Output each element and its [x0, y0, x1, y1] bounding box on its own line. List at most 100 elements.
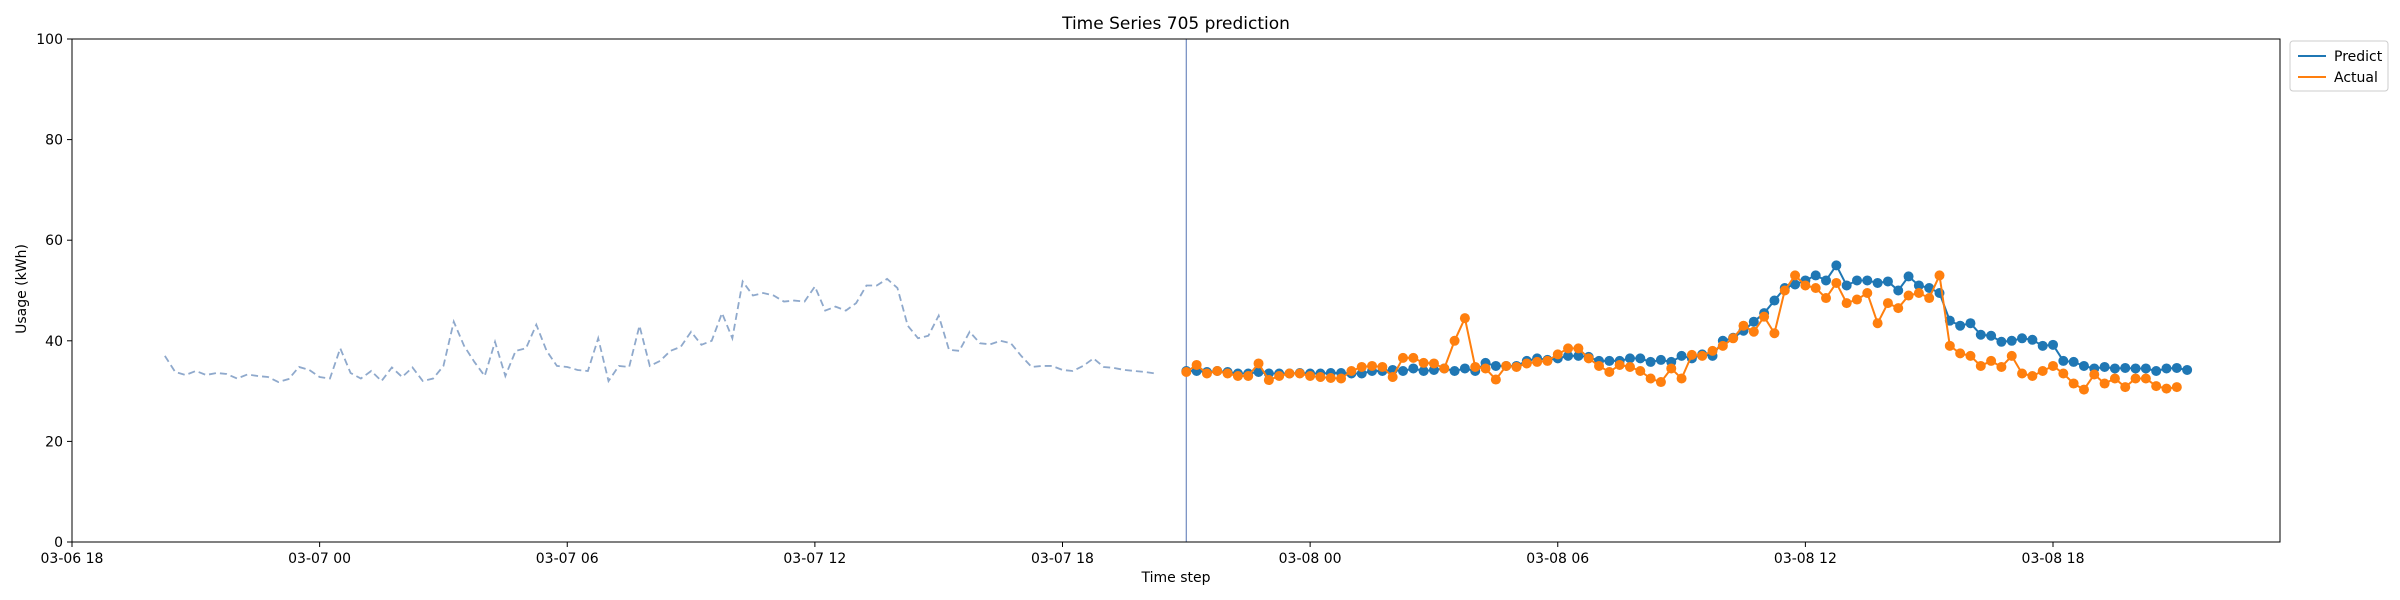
- actual-series: [1181, 270, 2182, 395]
- actual-point: [2058, 368, 2069, 379]
- plot-frame: [71, 38, 2281, 543]
- actual-point: [1748, 326, 1759, 337]
- actual-point: [1955, 348, 1966, 359]
- predict-point: [1893, 285, 1904, 296]
- predict-point: [2140, 363, 2151, 374]
- predict-point: [2151, 365, 2162, 376]
- actual-point: [1831, 277, 1842, 288]
- x-tick-label: 03-07 18: [1031, 551, 1094, 567]
- actual-point: [1790, 270, 1801, 281]
- legend-box: [2289, 40, 2389, 92]
- predict-line: [1186, 263, 2188, 375]
- actual-point: [1800, 280, 1811, 291]
- actual-point: [1367, 360, 1378, 371]
- predict-point: [2048, 339, 2059, 350]
- predict-point: [1459, 363, 1470, 374]
- actual-point: [1397, 352, 1408, 363]
- actual-point: [1191, 359, 1202, 370]
- actual-point: [1542, 355, 1553, 366]
- predict-point: [2171, 362, 2182, 373]
- y-axis-label: Usage (kWh): [14, 244, 30, 334]
- actual-point: [1305, 371, 1316, 382]
- actual-point: [1459, 313, 1470, 324]
- y-tick-label: 0: [54, 535, 63, 551]
- predict-point: [1810, 270, 1821, 281]
- history-series: [164, 277, 1156, 384]
- actual-point: [2151, 381, 2162, 392]
- actual-point: [2099, 378, 2110, 389]
- actual-point: [1563, 343, 1574, 354]
- actual-point: [1924, 293, 1935, 304]
- actual-point: [1243, 371, 1254, 382]
- actual-point: [1356, 361, 1367, 372]
- actual-point: [1769, 328, 1780, 339]
- actual-point: [1944, 340, 1955, 351]
- actual-point: [1676, 373, 1687, 384]
- actual-point: [1841, 298, 1852, 309]
- predict-point: [1604, 355, 1615, 366]
- y-tick-label: 60: [45, 233, 63, 249]
- actual-point: [1521, 358, 1532, 369]
- actual-point: [1336, 373, 1347, 384]
- actual-point: [2017, 368, 2028, 379]
- predict-point: [1573, 350, 1584, 361]
- predict-point: [1769, 295, 1780, 306]
- actual-point: [2161, 383, 2172, 394]
- predict-point: [1676, 350, 1687, 361]
- predict-point: [1563, 350, 1574, 361]
- predict-point: [1821, 275, 1832, 286]
- predict-point: [2182, 364, 2193, 375]
- actual-point: [1315, 372, 1326, 383]
- x-tick-label: 03-08 00: [1279, 551, 1342, 567]
- actual-point: [1614, 359, 1625, 370]
- predict-point: [1882, 276, 1893, 287]
- actual-point: [2140, 373, 2151, 384]
- predict-point: [1253, 366, 1264, 377]
- actual-point: [1418, 357, 1429, 368]
- y-tick-label: 80: [45, 133, 63, 149]
- predict-point: [1841, 280, 1852, 291]
- actual-point: [2027, 371, 2038, 382]
- legend: Predict Actual: [2289, 40, 2389, 92]
- actual-point: [1893, 303, 1904, 314]
- actual-point: [1490, 374, 1501, 385]
- chart-title: Time Series 705 prediction: [1061, 14, 1290, 34]
- legend-predict-label: Predict: [2334, 49, 2383, 65]
- predict-point: [1748, 316, 1759, 327]
- x-tick-label: 03-08 12: [1774, 551, 1837, 567]
- predict-series: [1181, 260, 2193, 379]
- actual-point: [1851, 294, 1862, 305]
- y-axis: 0 20 40 60 80 100: [36, 32, 72, 551]
- x-tick-label: 03-07 00: [288, 551, 351, 567]
- actual-point: [1635, 365, 1646, 376]
- actual-point: [1624, 361, 1635, 372]
- x-tick-label: 03-06 18: [41, 551, 104, 567]
- predict-point: [1903, 271, 1914, 282]
- actual-point: [1759, 311, 1770, 322]
- actual-point: [1552, 349, 1563, 360]
- actual-point: [1408, 352, 1419, 363]
- predict-point: [2006, 335, 2017, 346]
- actual-point: [1346, 365, 1357, 376]
- predict-point: [2078, 360, 2089, 371]
- actual-point: [1253, 358, 1264, 369]
- predict-point: [1418, 365, 1429, 376]
- actual-point: [1986, 355, 1997, 366]
- actual-point: [1181, 366, 1192, 377]
- actual-point: [1532, 356, 1543, 367]
- predict-point: [2099, 361, 2110, 372]
- predict-point: [2017, 333, 2028, 344]
- actual-point: [1501, 360, 1512, 371]
- predict-point: [2109, 363, 2120, 374]
- actual-point: [1377, 361, 1388, 372]
- legend-actual-label: Actual: [2334, 70, 2378, 86]
- actual-point: [1573, 343, 1584, 354]
- predict-point: [1645, 356, 1656, 367]
- actual-point: [1821, 293, 1832, 304]
- actual-point: [2109, 373, 2120, 384]
- predict-point: [1624, 353, 1635, 364]
- actual-point: [2037, 365, 2048, 376]
- actual-point: [1594, 360, 1605, 371]
- predict-point: [2037, 340, 2048, 351]
